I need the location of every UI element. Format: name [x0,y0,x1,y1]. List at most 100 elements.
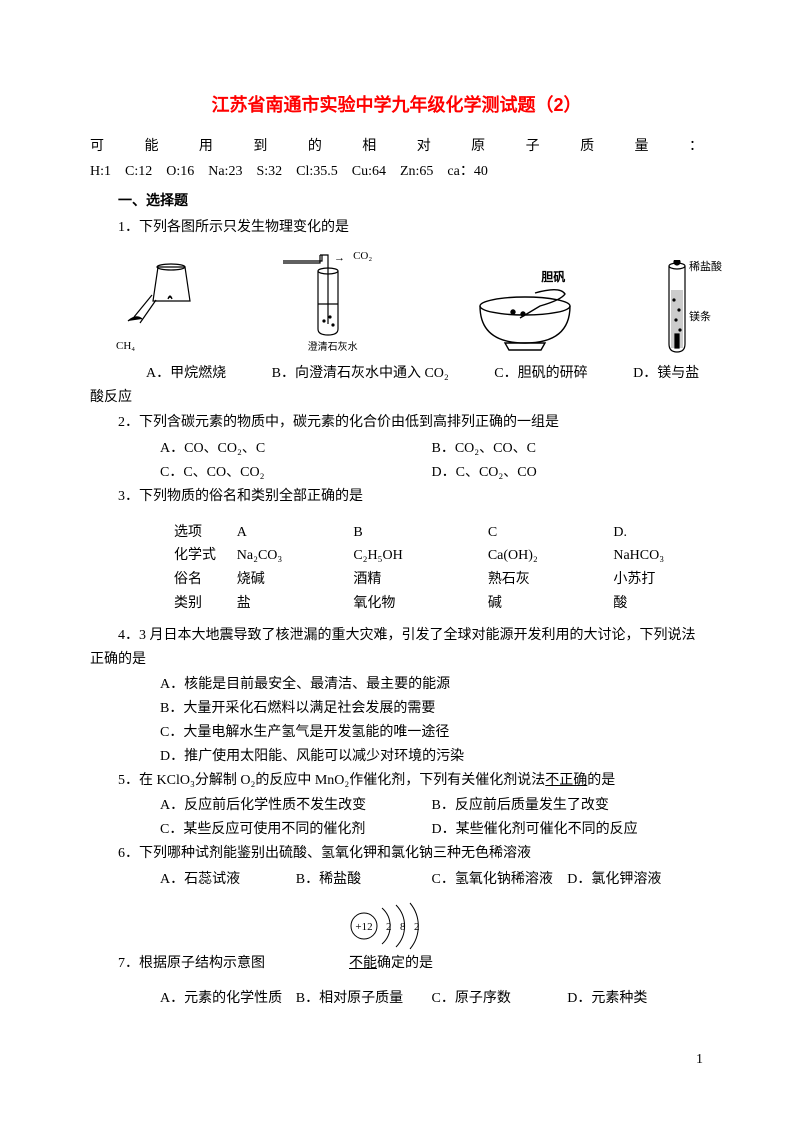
q2-row1: A．CO、CO₂、C B．CO₂、CO、C [90,437,703,461]
q5-c: C．某些反应可使用不同的催化剂 [160,818,432,842]
td: 盐 [237,592,354,616]
atom-diagram: +12 2 8 2 [90,898,703,950]
q5-row1: A．反应前后化学性质不发生改变 B．反应前后质量发生了改变 [90,794,703,818]
table-row: 类别 盐 氧化物 碱 酸 [174,592,703,616]
fig-d-side: 镁条 [689,308,729,327]
q4-c: C．大量电解水生产氢气是开发氢能的唯一途径 [90,721,703,745]
mortar-icon [465,288,585,356]
q6-a: A．石蕊试液 [160,868,296,892]
fig-a-label: CH₄ [116,337,135,356]
td: Na₂CO₃ [237,544,354,568]
q5-b: B．反应前后质量发生了改变 [432,794,704,818]
methane-burn-icon [110,259,200,337]
th: C [488,521,614,545]
shell-2: 8 [400,921,406,933]
shell-3: 2 [414,921,420,933]
atom-structure-icon: +12 2 8 2 [342,898,452,950]
q1-b: B．向澄清石灰水中通入 CO₂ [272,366,449,381]
q7-a: A．元素的化学性质 [160,987,296,1011]
q1-figures: CH₄ → CO₂ 澄清石灰水 胆矾 [90,242,703,362]
q7-b: B．相对原子质量 [296,987,432,1011]
c: 子 [526,135,540,159]
fig-b: → CO₂ 澄清石灰水 [278,249,388,356]
td: C₂H₅OH [353,544,487,568]
q7-c: C．原子序数 [432,987,568,1011]
q2-d: D．C、CO₂、CO [432,461,704,485]
q2-row2: C．C、CO、CO₂ D．C、CO₂、CO [90,461,703,485]
td: 类别 [174,592,237,616]
fig-d: 稀盐酸 镁条 [663,260,693,356]
q6-d: D．氯化钾溶液 [567,868,703,892]
q1-options: A．甲烷燃烧 B．向澄清石灰水中通入 CO₂ C．胆矾的研碎 D．镁与盐酸反应 [90,362,703,410]
th: D. [613,521,703,545]
fig-d-top: 稀盐酸 [689,258,729,277]
td: 俗名 [174,568,237,592]
td: 小苏打 [613,568,703,592]
th: 选项 [174,521,237,545]
q6-c: C．氢氧化钠稀溶液 [432,868,568,892]
q7-opts: A．元素的化学性质 B．相对原子质量 C．原子序数 D．元素种类 [90,987,703,1011]
fig-c: 胆矾 [465,267,585,355]
td: 碱 [488,592,614,616]
q5-underline: 不正确 [545,773,587,788]
page-title: 江苏省南通市实验中学九年级化学测试题（2） [90,90,703,121]
q5-row2: C．某些反应可使用不同的催化剂 D．某些催化剂可催化不同的反应 [90,818,703,842]
q5-d: D．某些催化剂可催化不同的反应 [432,818,704,842]
fig-c-top: 胆矾 [541,267,565,287]
table-row: 选项 A B C D. [174,521,703,545]
q5-stem: 5．在 KClO₃分解制 O₂的反应中 MnO₂作催化剂，下列有关催化剂说法不正… [90,769,703,793]
fig-b-label: 澄清石灰水 [308,339,358,356]
q6-b: B．稀盐酸 [296,868,432,892]
table-row: 化学式 Na₂CO₃ C₂H₅OH Ca(OH)₂ NaHCO₃ [174,544,703,568]
q7-stem-c: 确定的是 [377,956,433,971]
q7-underline: 不能 [349,956,377,971]
page-number: 1 [696,1048,703,1072]
c: 量 [635,135,649,159]
c: ： [689,135,703,159]
td: 酸 [613,592,703,616]
q2-b: B．CO₂、CO、C [432,437,704,461]
q3-table: 选项 A B C D. 化学式 Na₂CO₃ C₂H₅OH Ca(OH)₂ Na… [90,521,703,616]
q5-stem-a: 5．在 KClO₃分解制 O₂的反应中 MnO₂作催化剂，下列有关催化剂说法 [118,773,545,788]
c: 的 [308,135,322,159]
td: 烧碱 [237,568,354,592]
atomic-mass-label: 可 能 用 到 的 相 对 原 子 质 量 ： [90,135,703,159]
c: 到 [253,135,267,159]
c: 可 [90,135,104,159]
td: Ca(OH)₂ [488,544,614,568]
table-row: 俗名 烧碱 酒精 熟石灰 小苏打 [174,568,703,592]
th: B [353,521,487,545]
q5-a: A．反应前后化学性质不发生改变 [160,794,432,818]
th: A [237,521,354,545]
td: 熟石灰 [488,568,614,592]
c: 能 [144,135,158,159]
td: 氧化物 [353,592,487,616]
q2-stem: 2．下列含碳元素的物质中，碳元素的化合价由低到高排列正确的一组是 [90,411,703,435]
q1-a: A．甲烷燃烧 [146,366,226,381]
q7-d: D．元素种类 [567,987,703,1011]
q7-stem: 7．根据原子结构示意图 不能确定的是 [90,952,703,976]
td: 化学式 [174,544,237,568]
q1-stem: 1．下列各图所示只发生物理变化的是 [90,216,703,240]
q1-c: C．胆矾的研碎 [494,366,587,381]
c: 质 [580,135,594,159]
q6-opts: A．石蕊试液 B．稀盐酸 C．氢氧化钠稀溶液 D．氯化钾溶液 [90,868,703,892]
c: 原 [471,135,485,159]
q2-c: C．C、CO、CO₂ [160,461,432,485]
atomic-mass-values: H:1 C:12 O:16 Na:23 S:32 Cl:35.5 Cu:64 Z… [90,160,703,184]
fig-a: CH₄ [110,259,200,356]
section-1-header: 一、选择题 [90,190,703,214]
nucleus-label: +12 [355,921,372,933]
q4-b: B．大量开采化石燃料以满足社会发展的需要 [90,697,703,721]
q3-stem: 3．下列物质的俗名和类别全部正确的是 [90,485,703,509]
td: NaHCO₃ [613,544,703,568]
q4-a: A．核能是目前最安全、最清洁、最主要的能源 [90,673,703,697]
shell-1: 2 [386,921,392,933]
q6-stem: 6．下列哪种试剂能鉴别出硫酸、氢氧化钾和氯化钠三种无色稀溶液 [90,842,703,866]
q2-a: A．CO、CO₂、C [160,437,432,461]
c: 相 [362,135,376,159]
c: 用 [199,135,213,159]
td: 酒精 [353,568,487,592]
q7-stem-a: 7．根据原子结构示意图 [118,956,265,971]
q4-d: D．推广使用太阳能、风能可以减少对环境的污染 [90,745,703,769]
